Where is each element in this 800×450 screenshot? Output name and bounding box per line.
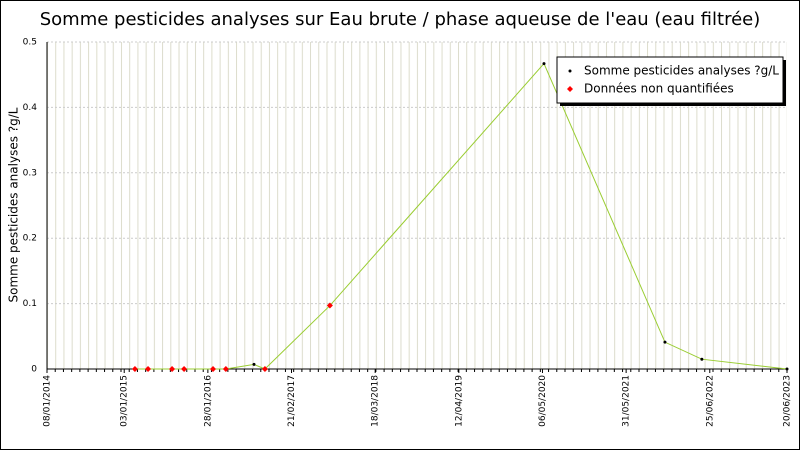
y-tick-label: 0.2 — [23, 234, 37, 244]
x-tick-label: 25/06/2022 — [705, 375, 715, 427]
y-tick-label: 0.3 — [23, 168, 37, 178]
chart-title: Somme pesticides analyses sur Eau brute … — [40, 9, 761, 30]
x-tick-label: 31/05/2021 — [622, 375, 632, 427]
y-tick-label: 0 — [31, 365, 37, 375]
point — [785, 367, 789, 371]
point — [542, 62, 546, 66]
point — [145, 366, 152, 372]
point — [700, 357, 704, 361]
legend-marker — [568, 69, 572, 73]
point — [169, 366, 176, 372]
legend-marker — [567, 86, 573, 92]
y-tick-label: 0.1 — [23, 299, 37, 309]
y-axis-label: Somme pesticides analyses ?g/L — [7, 107, 21, 302]
point — [252, 362, 256, 366]
x-tick-label: 21/02/2017 — [287, 375, 297, 427]
point — [131, 366, 138, 372]
point — [326, 302, 333, 309]
point — [210, 366, 217, 372]
x-tick-label: 18/03/2018 — [371, 375, 381, 427]
y-tick-label: 0.5 — [23, 38, 37, 48]
point — [181, 366, 188, 372]
point — [222, 366, 229, 372]
legend-label: Données non quantifiées — [584, 82, 734, 96]
x-tick-label: 20/06/2023 — [783, 375, 793, 427]
x-tick-label: 03/01/2015 — [120, 375, 130, 427]
point — [663, 340, 667, 344]
x-tick-label: 12/04/2019 — [454, 375, 464, 427]
x-tick-label: 28/01/2016 — [203, 375, 213, 427]
x-tick-label: 08/01/2014 — [43, 375, 53, 427]
legend — [556, 56, 784, 104]
x-tick-label: 06/05/2020 — [538, 375, 548, 427]
legend-label: Somme pesticides analyses ?g/L — [584, 64, 779, 78]
y-tick-label: 0.4 — [23, 103, 38, 113]
point — [261, 366, 268, 372]
